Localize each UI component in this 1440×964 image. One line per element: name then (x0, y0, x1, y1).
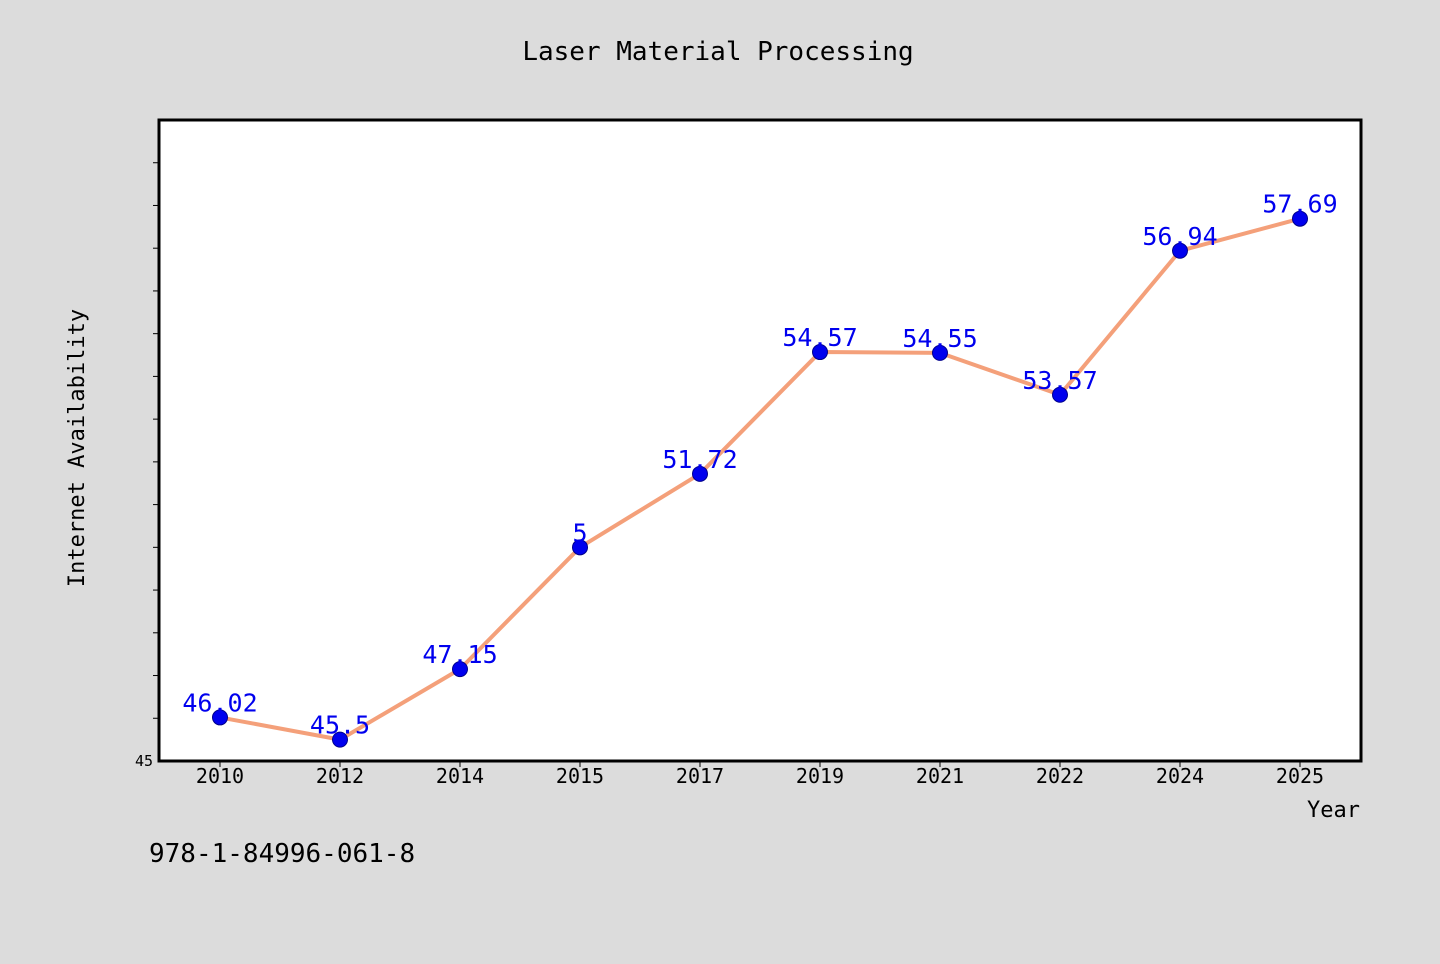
data-point (1052, 386, 1068, 403)
data-point (932, 344, 948, 361)
x-axis-label: Year (1307, 798, 1360, 823)
y-axis: 45 (135, 162, 159, 770)
data-label: 46.02 (182, 688, 257, 717)
data-point (572, 539, 588, 556)
x-tick-label: 2017 (676, 764, 724, 788)
data-label: 45.5 (310, 711, 370, 740)
data-label: 47.15 (422, 640, 497, 669)
data-label: 56.94 (1142, 222, 1217, 251)
x-tick-label: 2012 (316, 764, 364, 788)
series-line (218, 216, 1302, 742)
data-label: 53.57 (1022, 366, 1097, 395)
data-point (1292, 210, 1308, 227)
data-label: 54.55 (902, 324, 977, 353)
x-tick-label: 2019 (796, 764, 844, 788)
isbn-annotation: 978-1-84996-061-8 (149, 839, 415, 869)
data-point (1172, 242, 1188, 259)
data-label: 57.69 (1262, 190, 1337, 219)
data-label: 54.57 (782, 323, 857, 352)
x-tick-label: 2021 (916, 764, 964, 788)
x-tick-label: 2022 (1036, 764, 1084, 788)
x-tick-label: 2010 (196, 764, 244, 788)
y-tick-label: 45 (135, 752, 153, 770)
series-layer: 46.02 45.5 47.15 5 51.72 54.57 54.55 53.57 56.94… (182, 190, 1338, 748)
data-point (692, 465, 708, 482)
data-label: 51.72 (662, 445, 737, 474)
data-point (452, 661, 468, 678)
y-axis-label: Internet Availability (65, 309, 90, 587)
x-tick-label: 2014 (436, 764, 484, 788)
data-point (812, 344, 828, 361)
x-tick-label: 2024 (1156, 764, 1204, 788)
chart-title: Laser Material Processing (522, 37, 913, 67)
plot-area (157, 118, 1363, 763)
x-tick-label: 2025 (1276, 764, 1324, 788)
x-tick-label: 2015 (556, 764, 604, 788)
data-label: 5 (572, 518, 587, 547)
data-point (212, 709, 228, 726)
data-point (332, 731, 348, 748)
x-axis: 2010 2012 2014 2015 2017 2019 2021 2022 2024 2025 (196, 761, 1324, 788)
